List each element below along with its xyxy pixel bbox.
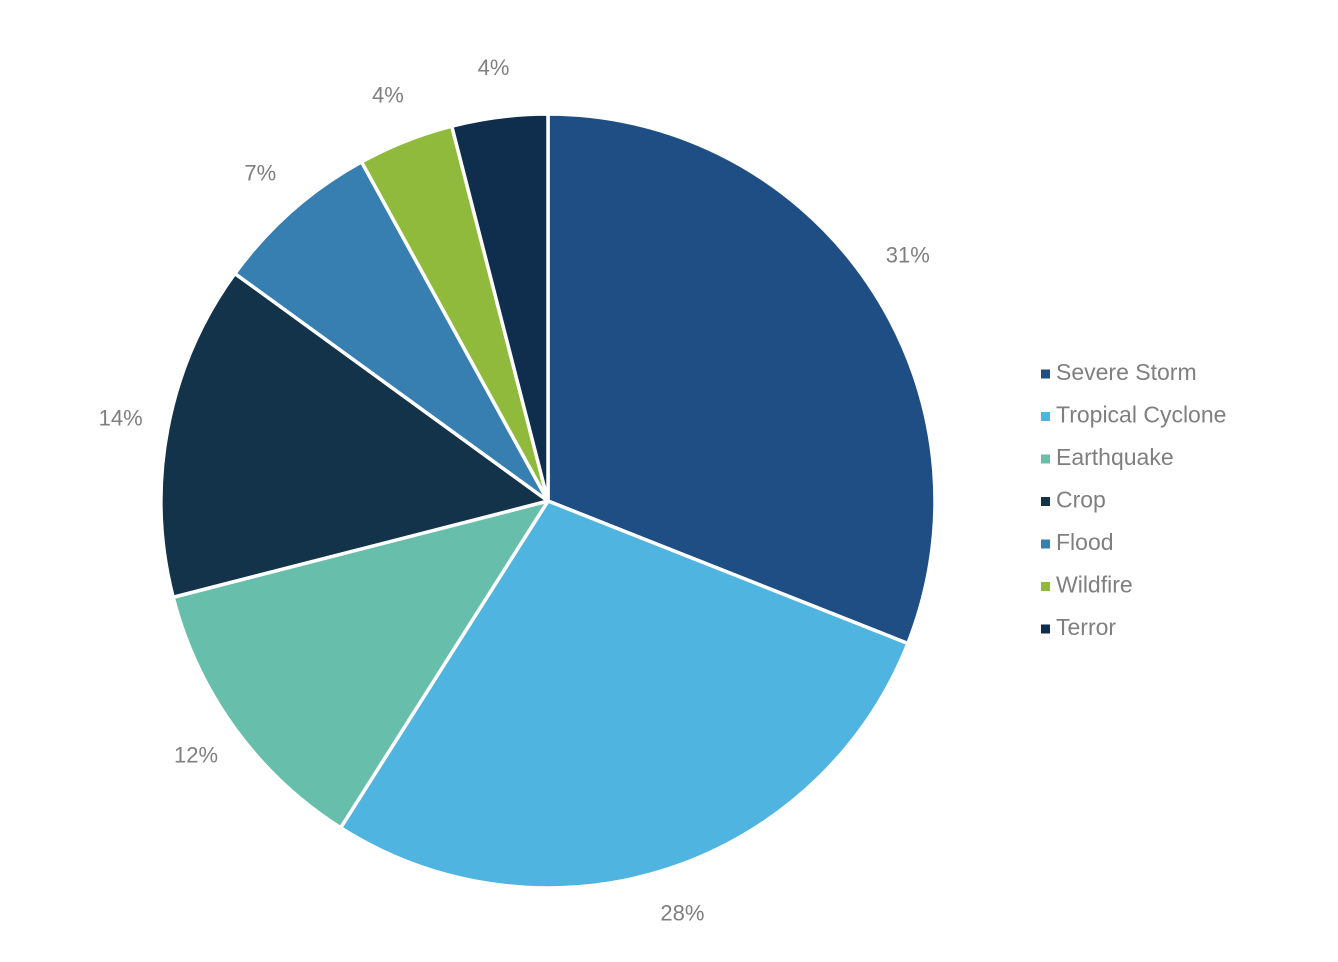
legend-item-terror: Terror [1041, 614, 1116, 640]
legend-item-crop: Crop [1041, 487, 1106, 513]
legend-item-flood: Flood [1041, 529, 1114, 555]
legend-label: Wildfire [1056, 572, 1133, 598]
data-label-earthquake: 12% [174, 742, 218, 767]
legend-swatch [1041, 369, 1050, 379]
pie-slice-terror [450, 112, 550, 503]
data-label-tropical-cyclone: 28% [660, 901, 704, 926]
legend-label: Tropical Cyclone [1056, 402, 1226, 428]
legend-label: Severe Storm [1056, 359, 1197, 385]
legend-label: Crop [1056, 487, 1106, 513]
legend-item-tropical-cyclone: Tropical Cyclone [1041, 402, 1226, 428]
pie-slices [159, 112, 937, 890]
data-label-flood: 7% [244, 161, 276, 186]
pie-slice-crop [159, 271, 550, 599]
pie-slice-severe-storm [546, 112, 937, 646]
legend-swatch [1041, 624, 1050, 634]
legend-swatch [1041, 539, 1050, 549]
legend-label: Terror [1056, 614, 1116, 640]
data-label-crop: 14% [99, 405, 143, 430]
data-label-terror: 4% [478, 55, 510, 80]
legend-item-severe-storm: Severe Storm [1041, 359, 1197, 385]
pie-data-labels: 31% 28% 12% 14% 7% 4% 4% [99, 55, 930, 925]
pie-slice-earthquake [171, 499, 550, 830]
legend-swatch [1041, 454, 1050, 464]
legend-item-earthquake: Earthquake [1041, 444, 1174, 470]
legend-swatch [1041, 412, 1050, 421]
legend-label: Flood [1056, 529, 1114, 555]
data-label-wildfire: 4% [372, 82, 404, 107]
legend-label: Earthquake [1056, 444, 1174, 470]
chart-legend: Severe Storm Tropical Cyclone Earthquake Cr… [1041, 359, 1226, 640]
legend-swatch [1041, 582, 1050, 591]
pie-slice-flood [233, 160, 550, 503]
legend-item-wildfire: Wildfire [1041, 572, 1133, 598]
pie-slice-tropical-cyclone [338, 499, 910, 890]
legend-swatch [1041, 497, 1050, 506]
data-label-severe-storm: 31% [886, 242, 930, 267]
